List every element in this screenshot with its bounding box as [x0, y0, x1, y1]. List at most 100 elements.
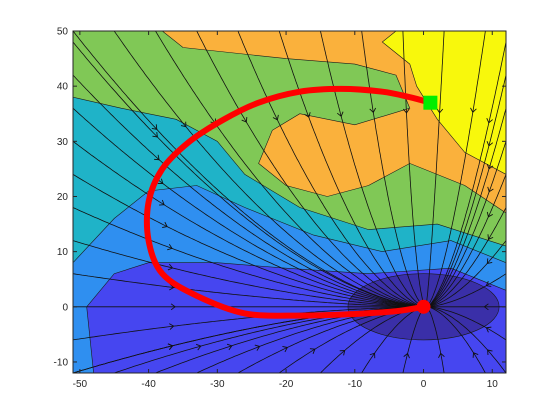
axes: -50 -40 -30 -20 -10 0 10 -10 0 10 20 30 40 50	[54, 27, 506, 390]
streamline-arrow	[487, 186, 494, 193]
streamline-arrow	[472, 352, 479, 358]
streamline-arrow	[254, 344, 261, 351]
streamline	[429, 240, 506, 307]
x-tick-label: -50	[73, 379, 88, 390]
streamline-arrow	[487, 234, 494, 240]
streamline	[429, 174, 506, 307]
streamline	[73, 74, 418, 307]
streamline	[73, 174, 418, 307]
streamline	[429, 41, 506, 305]
trajectory-line	[143, 85, 434, 319]
streamline-arrow	[486, 118, 493, 124]
streamline-arrow	[486, 258, 493, 264]
streamline	[429, 306, 506, 373]
streamline	[113, 31, 418, 307]
contour-level-2	[381, 31, 506, 175]
x-tick-label: -40	[141, 379, 156, 390]
streamline-arrow	[195, 343, 202, 351]
streamline	[73, 31, 417, 307]
streamline-arrow	[226, 343, 233, 351]
streamline-arrow	[470, 107, 477, 114]
streamline-arrow	[486, 211, 493, 218]
streamline	[73, 306, 417, 341]
streamline-arrow	[486, 163, 494, 170]
streamline-arrow	[336, 111, 344, 118]
streamline	[73, 273, 417, 308]
streamline	[430, 273, 506, 307]
streamline	[402, 310, 423, 373]
streamline	[73, 207, 417, 307]
streamline	[73, 140, 416, 307]
streamline-arrow	[309, 348, 316, 355]
streamline	[429, 141, 506, 306]
streamline	[237, 31, 419, 306]
streamline	[428, 309, 445, 373]
streamline-arrow	[170, 303, 176, 311]
streamline	[73, 41, 417, 307]
streamline-arrow	[167, 343, 174, 350]
streamline-arrow	[180, 121, 187, 128]
x-tick-label: -20	[279, 379, 294, 390]
streamline-arrow	[162, 221, 168, 228]
y-tick-label: 40	[57, 82, 69, 93]
streamline	[361, 31, 422, 305]
streamline	[155, 31, 417, 307]
streamline	[361, 308, 419, 373]
streamline-arrow	[402, 108, 410, 114]
streamline-arrow	[272, 114, 279, 121]
streamline	[430, 307, 486, 373]
streamline	[430, 306, 506, 341]
streamline	[73, 107, 417, 307]
streamline	[320, 307, 417, 373]
streamline-arrow	[154, 154, 160, 161]
streamline-arrow	[487, 349, 493, 356]
streamline-arrow	[339, 350, 346, 356]
streamline	[73, 240, 418, 308]
trajectory	[143, 85, 438, 319]
streamlines	[73, 31, 506, 373]
streamline	[196, 31, 418, 306]
streamline-arrow	[241, 116, 248, 123]
y-tick-label: 30	[57, 137, 69, 148]
contour-level-1	[73, 31, 506, 214]
streamline	[428, 31, 486, 305]
streamline-arrow	[403, 352, 410, 359]
streamline-arrow	[436, 108, 444, 114]
streamline-arrow	[167, 243, 173, 251]
streamline-arrow	[485, 280, 492, 287]
streamline-arrow	[151, 124, 158, 130]
x-tick-label: -10	[348, 379, 363, 390]
streamline-arrow	[282, 346, 288, 353]
y-tick-label: 0	[62, 302, 68, 313]
y-tick-label: 50	[57, 27, 69, 38]
y-tick-label: -10	[54, 357, 69, 368]
x-tick-label: -30	[210, 379, 225, 390]
streamline-arrow	[152, 131, 158, 138]
start-marker	[416, 299, 431, 314]
streamline-arrow	[483, 303, 489, 311]
streamline-arrow	[159, 199, 165, 206]
streamline	[278, 31, 420, 306]
x-tick-label: 0	[421, 379, 427, 390]
streamline-arrow	[369, 107, 377, 114]
streamline	[430, 75, 506, 305]
streamline	[320, 31, 421, 306]
streamline-arrow	[438, 352, 445, 358]
y-tick-label: 20	[57, 192, 69, 203]
streamline	[428, 108, 506, 307]
y-tick-label: 10	[57, 247, 69, 258]
streamline-arrow	[169, 323, 175, 330]
streamline-arrow	[304, 112, 311, 118]
streamline	[430, 207, 506, 307]
goal-marker	[423, 95, 438, 110]
streamline	[426, 31, 445, 304]
streamline-arrow	[157, 178, 164, 184]
plot-frame	[72, 30, 507, 374]
streamline-arrow	[167, 263, 174, 271]
streamline-arrow	[485, 326, 492, 333]
streamline-arrow	[369, 352, 376, 359]
x-tick-label: 10	[487, 379, 499, 390]
streamline	[402, 31, 424, 304]
streamline-arrow	[486, 141, 494, 147]
